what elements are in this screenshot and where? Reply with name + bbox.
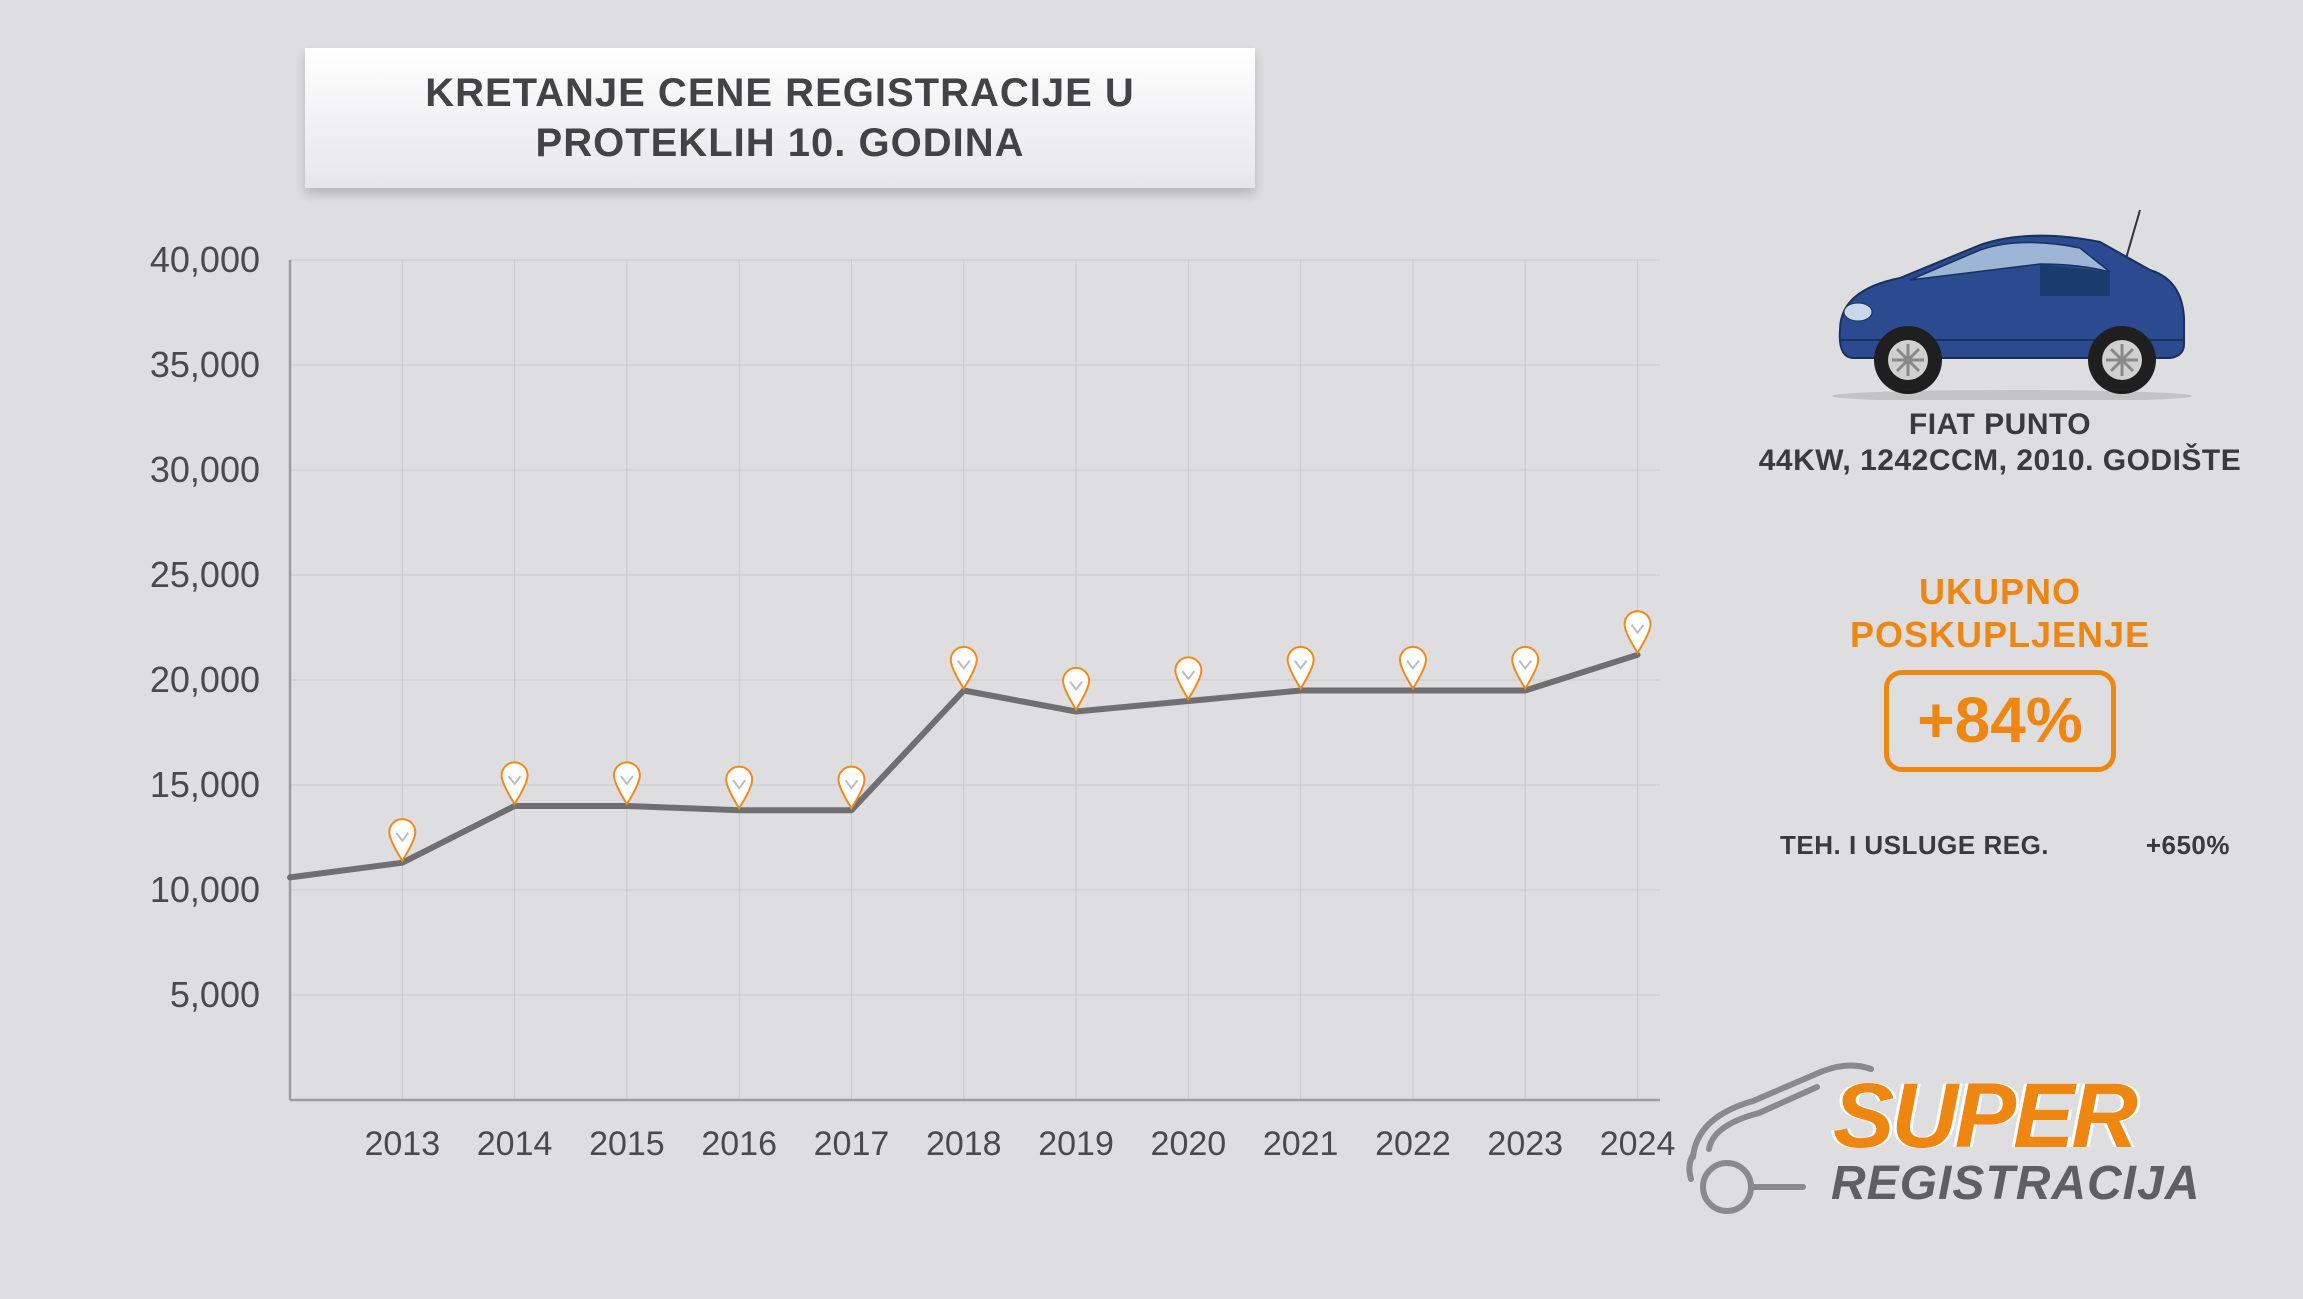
x-tick-label: 2014 <box>477 1125 553 1163</box>
x-tick-label: 2023 <box>1487 1125 1563 1163</box>
x-tick-label: 2019 <box>1038 1125 1114 1163</box>
chart: 5,000 10,000 15,000 20,000 25,000 30,000 35,00… <box>120 240 1680 1200</box>
brand-logo: SUPER REGISTRACIJA <box>1683 1039 2223 1239</box>
y-tick-label: 10,000 <box>150 869 260 910</box>
title-line-2: PROTEKLIH 10. GODINA <box>536 121 1025 165</box>
x-tick-label: 2022 <box>1375 1125 1451 1163</box>
chart-title: KRETANJE CENE REGISTRACIJE U PROTEKLIH 1… <box>425 68 1135 168</box>
title-line-1: KRETANJE CENE REGISTRACIJE U <box>425 71 1135 115</box>
total-badge: +84% <box>1884 670 2115 772</box>
car-spec: 44KW, 1242CCM, 2010. GODIŠTE <box>1720 444 2280 478</box>
x-tick-label: 2015 <box>589 1125 665 1163</box>
logo-reg: REGISTRACIJA <box>1831 1157 2200 1210</box>
car-name: FIAT PUNTO <box>1760 408 2240 442</box>
y-tick-label: 30,000 <box>150 449 260 490</box>
teh-value: +650% <box>2146 830 2230 861</box>
y-tick-label: 15,000 <box>150 764 260 805</box>
x-tick-label: 2016 <box>701 1125 777 1163</box>
y-tick-label: 25,000 <box>150 554 260 595</box>
total-label: UKUPNO POSKUPLJENJE <box>1790 570 2210 656</box>
y-tick-label: 35,000 <box>150 344 260 385</box>
canvas: KRETANJE CENE REGISTRACIJE U PROTEKLIH 1… <box>0 0 2303 1299</box>
chart-title-bar: KRETANJE CENE REGISTRACIJE U PROTEKLIH 1… <box>305 48 1255 188</box>
x-tick-label: 2021 <box>1263 1125 1339 1163</box>
teh-label: TEH. I USLUGE REG. <box>1780 830 2049 861</box>
logo-super: SUPER <box>1833 1065 2138 1167</box>
teh-row: TEH. I USLUGE REG. +650% <box>1780 830 2230 861</box>
x-tick-label: 2017 <box>814 1125 890 1163</box>
x-tick-label: 2020 <box>1151 1125 1227 1163</box>
logo-svg: SUPER REGISTRACIJA <box>1683 1039 2223 1239</box>
y-tick-label: 40,000 <box>150 240 260 280</box>
y-tick-label: 5,000 <box>170 974 260 1015</box>
x-tick-label: 2018 <box>926 1125 1002 1163</box>
x-tick-label: 2013 <box>364 1125 440 1163</box>
x-tick-label: 2024 <box>1600 1125 1676 1163</box>
total-increase-block: UKUPNO POSKUPLJENJE +84% <box>1790 570 2210 772</box>
car-icon <box>1780 200 2220 400</box>
chart-svg: 5,000 10,000 15,000 20,000 25,000 30,000 35,00… <box>120 240 1680 1200</box>
y-tick-label: 20,000 <box>150 659 260 700</box>
